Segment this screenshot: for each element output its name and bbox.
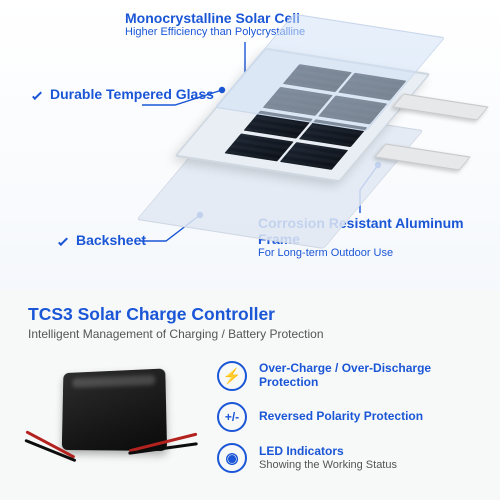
panel-exploded-diagram: Monocrystalline Solar Cell Higher Effici… <box>0 0 500 290</box>
feature-title: Reversed Polarity Protection <box>259 410 423 424</box>
feature-sub: Showing the Working Status <box>259 459 397 472</box>
controller-title: TCS3 Solar Charge Controller <box>28 304 472 325</box>
led-icon: ◉ <box>217 443 247 473</box>
controller-section: TCS3 Solar Charge Controller Intelligent… <box>0 290 500 500</box>
feature-list: ⚡ Over-Charge / Over-Discharge Protectio… <box>193 361 472 484</box>
controller-body <box>62 368 167 451</box>
polarity-icon: +/- <box>217 402 247 432</box>
battery-shield-icon: ⚡ <box>217 361 247 391</box>
feature-item: ◉ LED Indicators Showing the Working Sta… <box>217 443 472 473</box>
feature-item: +/- Reversed Polarity Protection <box>217 402 472 432</box>
feature-title: LED Indicators <box>259 445 397 459</box>
controller-image <box>28 355 193 490</box>
feature-title: Over-Charge / Over-Discharge Protection <box>259 362 472 390</box>
panel-layers <box>175 55 475 275</box>
feature-item: ⚡ Over-Charge / Over-Discharge Protectio… <box>217 361 472 391</box>
frame-piece <box>392 93 488 120</box>
controller-subtitle: Intelligent Management of Charging / Bat… <box>28 327 472 341</box>
